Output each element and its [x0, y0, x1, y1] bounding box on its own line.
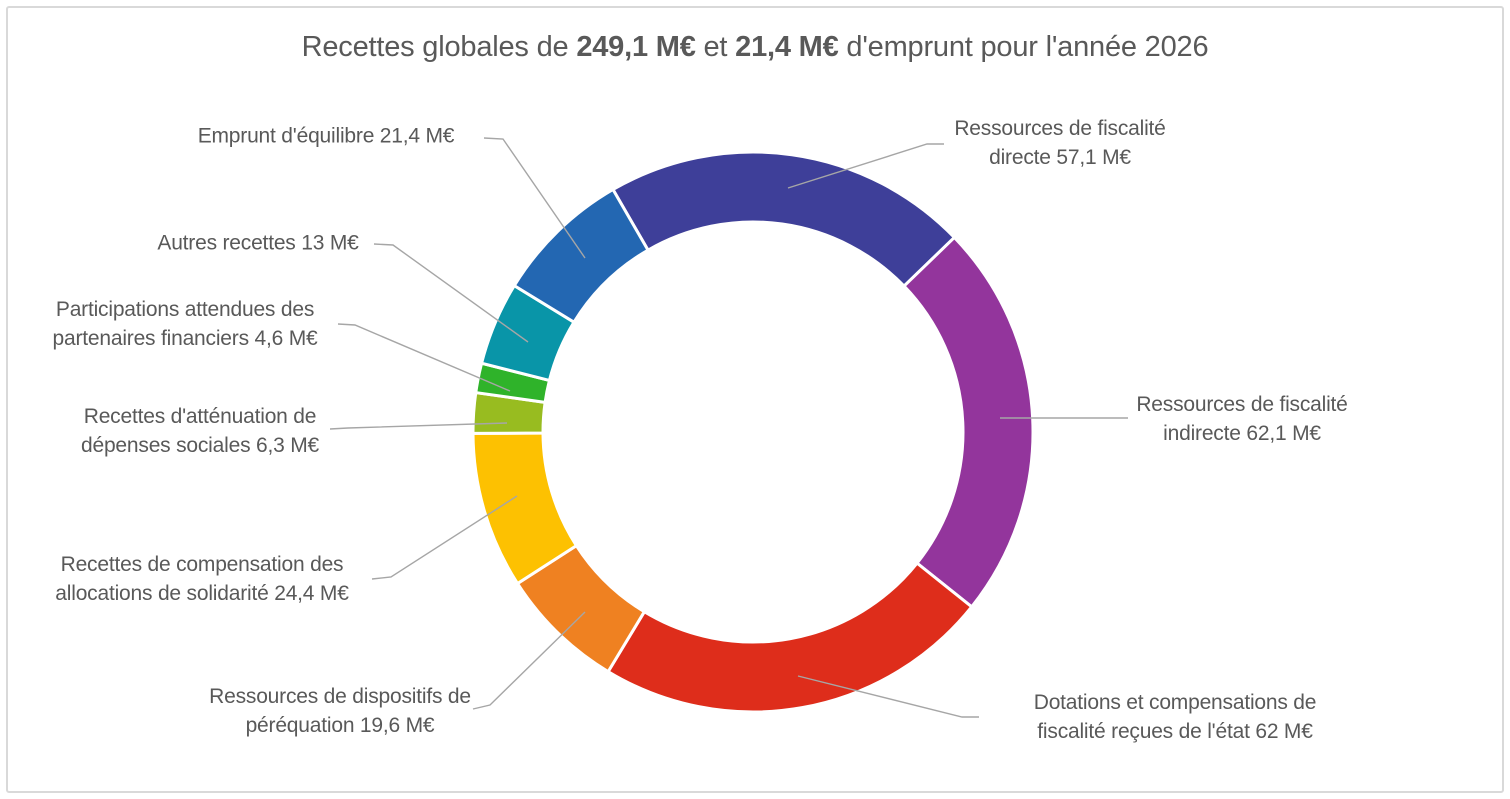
- donut-slice-dotations-compensations-etat: [606, 561, 974, 714]
- title-amount-total: 249,1 M€: [576, 31, 696, 63]
- leader-line-attenuation-depenses-sociales: [329, 422, 508, 430]
- leader-line-dotations-compensations-etat: [797, 675, 979, 718]
- slice-label-compensation-allocations-solidarite: Recettes de compensation des allocations…: [55, 553, 349, 605]
- slice-label-attenuation-depenses-sociales: Recettes d'atténuation de dépenses socia…: [80, 405, 320, 457]
- leader-line-participations-partenaires: [337, 323, 511, 392]
- leader-line-compensation-allocations-solidarite: [371, 495, 518, 580]
- donut-slice-emprunt-equilibre: [512, 187, 651, 325]
- slice-label-dispositifs-perequation: Ressources de dispositifs de péréquation…: [209, 685, 471, 737]
- chart-title: Recettes globales de 249,1 M€ et 21,4 M€…: [0, 31, 1510, 64]
- slice-label-fiscalite-directe: Ressources de fiscalité directe 57,1 M€: [954, 117, 1166, 169]
- slice-label-emprunt-equilibre: Emprunt d'équilibre 21,4 M€: [197, 124, 455, 148]
- donut-slice-fiscalite-indirecte: [901, 235, 1035, 609]
- donut-slice-fiscalite-directe: [610, 150, 957, 289]
- title-text-1: Recettes globales de: [301, 31, 577, 63]
- slice-label-autres-recettes: Autres recettes 13 M€: [157, 231, 359, 255]
- slice-label-fiscalite-indirecte: Ressources de fiscalité indirecte 62,1 M…: [1136, 393, 1348, 445]
- leader-line-dispositifs-perequation: [472, 611, 586, 710]
- title-text-2: et: [695, 31, 736, 63]
- title-text-3: d'emprunt pour l'année 2026: [838, 31, 1209, 63]
- leader-line-emprunt-equilibre: [483, 137, 586, 259]
- leader-line-fiscalite-directe: [787, 143, 944, 189]
- title-amount-loan: 21,4 M€: [735, 31, 839, 63]
- slice-label-dotations-compensations-etat: Dotations et compensations de fiscalité …: [1033, 691, 1317, 743]
- leader-line-autres-recettes: [373, 243, 529, 343]
- slice-label-participations-partenaires: Participations attendues des partenaires…: [52, 298, 318, 350]
